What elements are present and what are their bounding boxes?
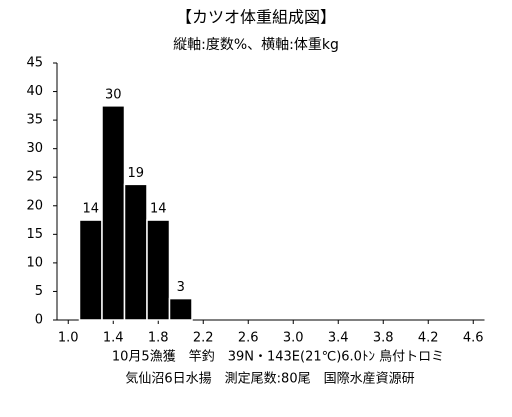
- y-tick-label: 10: [26, 255, 43, 270]
- bar: [123, 183, 148, 321]
- y-tick-label: 35: [26, 113, 43, 128]
- bar: [78, 219, 103, 321]
- y-tick-label: 15: [26, 227, 43, 242]
- footnote: 10月5漁獲 竿釣 39N・143E(21℃)6.0ﾄﾝ 鳥付トロミ: [112, 349, 444, 365]
- y-tick-label: 30: [26, 141, 43, 156]
- y-tick-label: 0: [35, 313, 43, 328]
- bar: [146, 219, 171, 321]
- x-tick-label: 4.6: [463, 331, 484, 346]
- footnote: 気仙沼6日水揚 測定尾数:80尾 国際水産資源研: [125, 371, 414, 387]
- y-tick-label: 20: [26, 198, 43, 213]
- y-tick-label: 45: [26, 56, 43, 71]
- x-tick-label: 1.4: [103, 331, 124, 346]
- data-label: 3: [177, 280, 185, 295]
- y-tick-label: 5: [35, 284, 43, 299]
- y-tick-label: 40: [26, 84, 43, 99]
- x-tick-label: 4.2: [418, 331, 439, 346]
- x-tick-label: 3.4: [328, 331, 349, 346]
- data-label: 19: [127, 166, 144, 181]
- x-tick-label: 2.2: [193, 331, 214, 346]
- y-tick-label: 25: [26, 170, 43, 185]
- data-label: 30: [105, 87, 122, 102]
- x-tick-label: 3.8: [373, 331, 394, 346]
- x-tick-label: 3.0: [283, 331, 304, 346]
- bar: [168, 297, 193, 321]
- data-label: 14: [82, 202, 99, 217]
- data-label: 14: [150, 202, 167, 217]
- x-tick-label: 1.8: [148, 331, 169, 346]
- bar: [101, 105, 126, 321]
- chart-title: 【カツオ体重組成図】: [176, 8, 336, 27]
- x-tick-label: 2.6: [238, 331, 259, 346]
- chart-subtitle: 縦軸:度数%、横軸:体重kg: [173, 37, 339, 53]
- x-tick-label: 1.0: [58, 331, 79, 346]
